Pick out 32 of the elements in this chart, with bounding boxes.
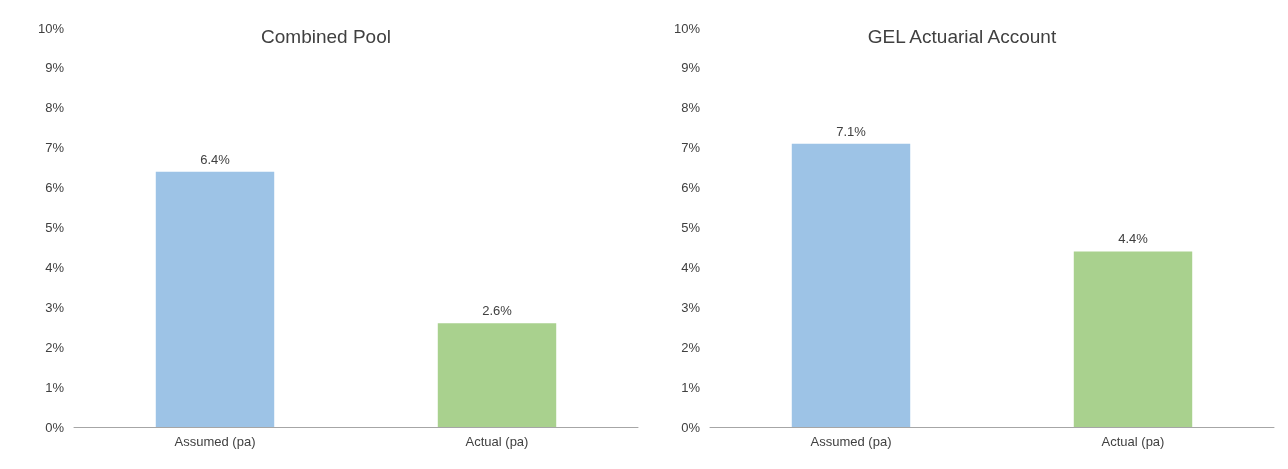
- x-tick-label: Actual (pa): [465, 434, 529, 449]
- data-label: 7.1%: [836, 123, 867, 139]
- x-tick-label: Actual (pa): [1101, 434, 1165, 449]
- x-tick-label: Assumed (pa): [810, 434, 892, 449]
- y-tick-label: 10%: [37, 20, 65, 36]
- chart-title: GEL Actuarial Account: [867, 26, 1057, 47]
- y-tick-label: 1%: [45, 379, 65, 395]
- data-label: 2.6%: [482, 303, 513, 319]
- x-tick-label: Assumed (pa): [174, 434, 256, 449]
- y-tick-label: 1%: [681, 379, 701, 395]
- y-tick-label: 2%: [681, 339, 701, 355]
- y-tick-label: 6%: [45, 180, 65, 196]
- y-tick-label: 0%: [681, 419, 701, 435]
- y-tick-label: 2%: [45, 339, 65, 355]
- y-tick-label: 7%: [681, 140, 701, 156]
- y-tick-label: 0%: [45, 419, 65, 435]
- y-tick-label: 3%: [45, 299, 65, 315]
- chart-title: Combined Pool: [261, 26, 391, 47]
- y-tick-label: 4%: [45, 259, 65, 275]
- data-label: 4.4%: [1118, 231, 1149, 247]
- y-tick-label: 9%: [681, 60, 701, 76]
- y-tick-label: 9%: [45, 60, 65, 76]
- y-tick-label: 4%: [681, 259, 701, 275]
- y-tick-label: 3%: [681, 299, 701, 315]
- y-tick-label: 5%: [45, 220, 65, 235]
- y-tick-label: 6%: [681, 180, 701, 196]
- y-tick-label: 5%: [681, 220, 701, 235]
- y-tick-label: 8%: [681, 100, 701, 116]
- y-tick-label: 7%: [45, 140, 65, 156]
- y-tick-label: 8%: [45, 100, 65, 116]
- y-tick-label: 10%: [673, 20, 701, 36]
- data-label: 6.4%: [200, 151, 231, 167]
